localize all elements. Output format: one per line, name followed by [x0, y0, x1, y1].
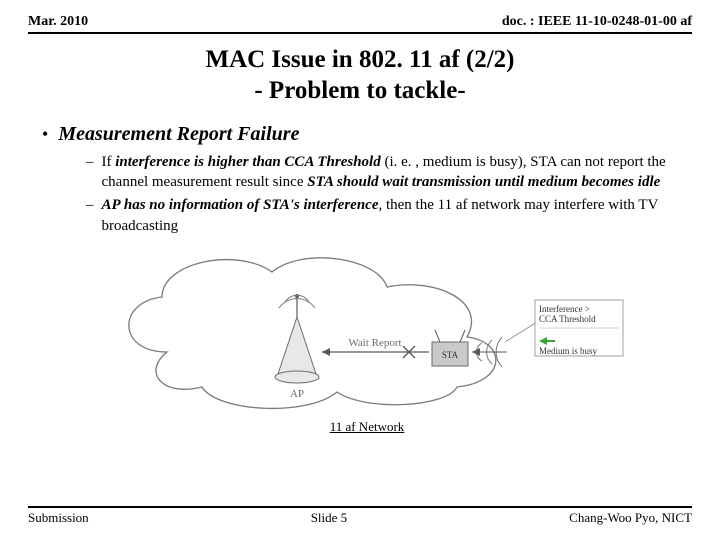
sub-item-1: – If interference is higher than CCA Thr…	[86, 152, 692, 193]
footer-left: Submission	[28, 510, 89, 526]
sub1-pre: If	[102, 154, 116, 170]
title-line-2: - Problem to tackle-	[28, 75, 692, 106]
wait-label: Wait Report	[348, 337, 401, 349]
legend-line2: Medium is busy	[539, 346, 598, 356]
cloud-shape	[129, 258, 496, 409]
title-line-1: MAC Issue in 802. 11 af (2/2)	[28, 44, 692, 75]
sta-label: STA	[442, 350, 459, 360]
header-date: Mar. 2010	[28, 14, 88, 30]
dash-1: –	[86, 152, 94, 193]
footer-right: Chang-Woo Pyo, NICT	[569, 510, 692, 526]
bullet-row: • Measurement Report Failure	[42, 123, 692, 146]
diagram-caption: 11 af Network	[330, 419, 405, 435]
sub1-lead: interference is higher than CCA Threshol…	[115, 154, 380, 170]
legend-line1a: Interference >	[539, 304, 590, 314]
sub-body-2: AP has no information of STA's interfere…	[102, 195, 693, 236]
ap-base	[275, 371, 319, 383]
header-doc: doc. : IEEE 11-10-0248-01-00 af	[502, 14, 692, 30]
title-block: MAC Issue in 802. 11 af (2/2) - Problem …	[28, 44, 692, 107]
network-diagram: AP STA Wait Report Interference > CCA Th…	[107, 242, 627, 417]
content-area: • Measurement Report Failure – If interf…	[28, 123, 692, 435]
footer-center: Slide 5	[311, 510, 347, 526]
bullet-marker: •	[42, 123, 48, 146]
sub-body-1: If interference is higher than CCA Thres…	[102, 152, 693, 193]
sub2-lead: AP has no information of STA's interfere…	[102, 197, 379, 213]
sub-item-2: – AP has no information of STA's interfe…	[86, 195, 692, 236]
ap-label: AP	[290, 388, 304, 400]
footer-row: Submission Slide 5 Chang-Woo Pyo, NICT	[28, 506, 692, 526]
header-row: Mar. 2010 doc. : IEEE 11-10-0248-01-00 a…	[28, 14, 692, 34]
legend-line1b: CCA Threshold	[539, 314, 596, 324]
diagram-wrap: AP STA Wait Report Interference > CCA Th…	[42, 242, 692, 435]
bullet-text: Measurement Report Failure	[58, 123, 299, 146]
ap-antenna-tip	[295, 294, 299, 298]
legend-pointer	[505, 322, 537, 342]
sub1-tail: STA should wait transmission until mediu…	[307, 174, 660, 190]
dash-2: –	[86, 195, 94, 236]
sub-list: – If interference is higher than CCA Thr…	[42, 152, 692, 236]
